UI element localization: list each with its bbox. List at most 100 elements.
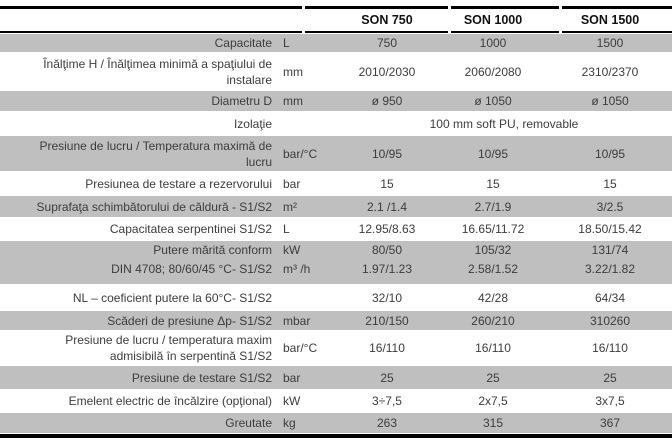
rule-gap: [448, 31, 451, 33]
spec-label: NL – coeficient putere la 60°C- S1/S2: [72, 290, 272, 305]
spec-value: 2.7/1.9: [474, 199, 512, 214]
table-row-capacitate-serpentina: Capacitatea serpentinei S1/S2 L 12.95/8.…: [0, 218, 672, 240]
table-row-presiune-lucru: Presiune de lucru / Temperatura maximă d…: [0, 135, 672, 172]
spec-value: 80/50 1.97/1.23: [361, 242, 413, 276]
spec-value: 131/74 3.22/1.82: [584, 242, 636, 276]
spec-unit: bar/°C: [283, 341, 318, 355]
spec-value: 310260: [589, 313, 631, 328]
rule-gap: [559, 31, 562, 33]
table-row-presiune-testare-s1s2: Presiune de testare S1/S2 bar 25 25 25: [0, 365, 672, 390]
spec-value: 25: [603, 370, 617, 385]
spec-value: 32/10: [371, 290, 403, 305]
spec-value: 12.95/8.63: [358, 222, 416, 236]
spec-value: 1000: [479, 36, 507, 50]
spec-value: 10/95: [594, 146, 626, 161]
spec-label: Presiunea de testare a rezervorului: [85, 176, 272, 191]
spec-label: Înălţime H / Înălţimea minimă a spaţiulu…: [43, 56, 272, 87]
rule-gap: [302, 6, 305, 9]
table-row-presiune-serpentina: Presiune de lucru / temperatura maxim ad…: [0, 331, 672, 365]
spec-value: 315: [482, 416, 504, 430]
spec-unit: L: [283, 222, 290, 236]
spec-value: 210/150: [365, 313, 409, 328]
spec-label: Diametru D: [211, 94, 272, 108]
column-header-son-1000: SON 1000: [463, 13, 523, 27]
spec-unit: m²: [283, 199, 297, 214]
table-row-element-electric: Emelent electric de încălzire (opţional)…: [0, 390, 672, 412]
table-row-scaderi-presiune: Scăderi de presiune Δp- S1/S2 mbar 210/1…: [0, 310, 672, 331]
table-row-diametru: Diametru D mm ø 950 ø 1050 ø 1050: [0, 90, 672, 112]
table-top-rule: [0, 6, 672, 9]
spec-label: Greutate: [225, 416, 272, 430]
spec-label: Scăderi de presiune Δp- S1/S2: [107, 313, 272, 328]
spec-value: 2010/2030: [358, 64, 416, 79]
table-header-row: SON 750 SON 1000 SON 1500: [0, 9, 672, 31]
spec-value: 367: [599, 416, 621, 430]
spec-unit: mbar: [283, 313, 311, 328]
spec-value: ø 1050: [591, 94, 629, 108]
spec-label: Izolaţie: [233, 116, 272, 131]
header-underline-rule: [0, 31, 672, 33]
spec-value: 260/210: [471, 313, 515, 328]
spec-value: 16.65/11.72: [461, 222, 525, 236]
spec-value-span: 100 mm soft PU, removable: [429, 116, 579, 131]
spec-unit: kW: [283, 394, 301, 408]
table-row-greutate: Greutate kg 263 315 367: [0, 412, 672, 434]
spec-value: 42/28: [477, 290, 509, 305]
spec-unit: L: [283, 36, 290, 50]
spec-value: 15: [603, 176, 617, 191]
spec-value: 2.1 /1.4: [366, 199, 408, 214]
spec-value: 25: [486, 370, 500, 385]
spec-value: ø 1050: [474, 94, 512, 108]
rule-gap: [302, 31, 305, 33]
spec-label: Suprafaţa schimbătorului de căldură - S1…: [36, 199, 272, 214]
table-row-putere-marita: Putere mărită conform DIN 4708; 80/60/45…: [0, 240, 672, 285]
spec-unit: kW m³ /h: [283, 242, 311, 276]
spec-value: 16/110: [475, 341, 511, 355]
table-row-nl-coeficient: NL – coeficient putere la 60°C- S1/S2 32…: [0, 285, 672, 310]
spec-label: Emelent electric de încălzire (opţional): [68, 394, 272, 408]
spec-table: SON 750 SON 1000 SON 1500 Capacitate L 7…: [0, 6, 672, 438]
spec-value: ø 950: [371, 94, 403, 108]
spec-unit: kg: [283, 416, 296, 430]
table-row-presiune-testare-rezervor: Presiunea de testare a rezervorului bar …: [0, 172, 672, 195]
spec-unit: bar: [283, 176, 301, 191]
spec-label: Presiune de testare S1/S2: [131, 370, 272, 385]
spec-value: 2060/2080: [464, 64, 522, 79]
spec-value: 2310/2370: [581, 64, 639, 79]
spec-label: Presiune de lucru / Temperatura maximă d…: [39, 138, 272, 169]
table-row-suprafata-schimbator: Suprafaţa schimbătorului de căldură - S1…: [0, 195, 672, 218]
spec-value: 263: [376, 416, 398, 430]
spec-label: Capacitatea serpentinei S1/S2: [109, 222, 272, 236]
table-row-izolatie: Izolaţie 100 mm soft PU, removable: [0, 112, 672, 135]
spec-value: 2x7,5: [478, 394, 508, 408]
rule-gap: [559, 6, 562, 9]
spec-value: 15: [486, 176, 500, 191]
column-header-son-750: SON 750: [361, 13, 413, 27]
spec-value: 3÷7,5: [372, 394, 402, 408]
spec-unit: bar: [283, 370, 301, 385]
spec-value: 105/32 2.58/1.52: [467, 242, 519, 276]
spec-value: 16/110: [592, 341, 628, 355]
table-row-capacitate: Capacitate L 750 1000 1500: [0, 33, 672, 53]
spec-value: 1500: [596, 36, 624, 50]
spec-unit: mm: [283, 64, 303, 79]
spec-value: 64/34: [594, 290, 626, 305]
rule-gap: [448, 6, 451, 9]
spec-value: 15: [380, 176, 394, 191]
spec-value: 3/2.5: [596, 199, 624, 214]
spec-label: Capacitate: [214, 36, 272, 50]
spec-value: 750: [376, 36, 398, 50]
table-row-inaltime: Înălţime H / Înălţimea minimă a spaţiulu…: [0, 53, 672, 90]
spec-label: Presiune de lucru / temperatura maxim ad…: [65, 333, 272, 363]
spec-value: 16/110: [369, 341, 405, 355]
spec-value: 18.50/15.42: [578, 222, 642, 236]
spec-value: 25: [380, 370, 394, 385]
spec-value: 10/95: [371, 146, 403, 161]
spec-unit: bar/°C: [283, 146, 318, 161]
column-header-son-1500: SON 1500: [580, 13, 640, 27]
spec-value: 10/95: [477, 146, 509, 161]
spec-value: 3x7,5: [595, 394, 625, 408]
spec-label: Putere mărită conform DIN 4708; 80/60/45…: [111, 242, 272, 276]
table-bottom-rule: [0, 434, 672, 438]
